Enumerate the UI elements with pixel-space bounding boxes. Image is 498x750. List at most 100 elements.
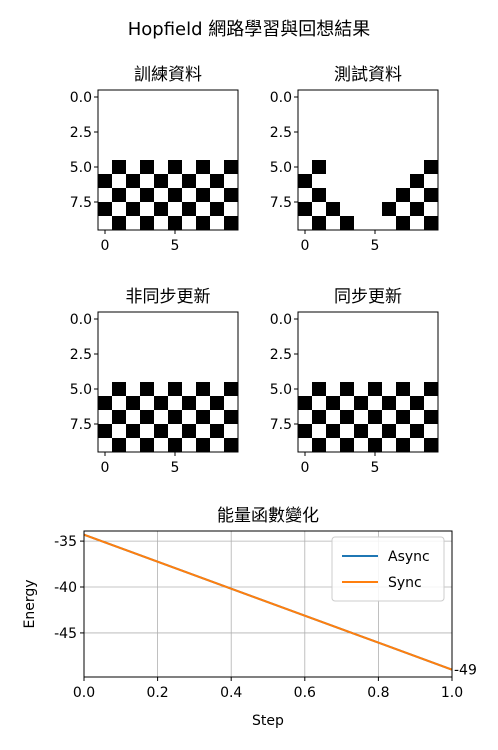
grid-cell xyxy=(140,410,154,424)
grid-cell xyxy=(410,396,424,410)
grid-cell xyxy=(154,174,168,188)
grid-y-tick-label: 7.5 xyxy=(270,417,292,433)
grid-frame xyxy=(97,311,239,453)
grid-cell xyxy=(396,410,410,424)
grid-cell xyxy=(298,424,312,438)
grid-y-tick-label: 2.5 xyxy=(70,125,92,141)
legend-label: Async xyxy=(388,549,430,565)
grid-y-tick-label: 7.5 xyxy=(70,417,92,433)
grid-cell xyxy=(182,424,196,438)
grid-title: 訓練資料 xyxy=(134,65,202,85)
grid-cell xyxy=(340,382,354,396)
chart-title: 能量函數變化 xyxy=(217,506,319,526)
grid-cell xyxy=(168,188,182,202)
grid-cell xyxy=(326,424,340,438)
grid-x-tick-label: 5 xyxy=(371,238,380,254)
grid-cell xyxy=(368,382,382,396)
y-tick-label: -35 xyxy=(54,534,77,550)
grid-x-tick-label: 5 xyxy=(371,460,380,476)
grid-cell xyxy=(298,396,312,410)
grid-cell xyxy=(224,382,238,396)
x-tick-label: 0.4 xyxy=(220,685,242,701)
grid-cell xyxy=(98,174,112,188)
grid-x-tick-label: 0 xyxy=(101,460,110,476)
grid-y-tick-label: 0.0 xyxy=(70,312,92,328)
grid-y-tick-label: 2.5 xyxy=(70,347,92,363)
grid-cell xyxy=(424,216,438,230)
x-tick-label: 0.0 xyxy=(73,685,95,701)
x-tick-label: 0.8 xyxy=(367,685,389,701)
grid-cell xyxy=(340,216,354,230)
grid-y-tick-label: 2.5 xyxy=(270,125,292,141)
grid-cell xyxy=(382,424,396,438)
grid-cell xyxy=(354,424,368,438)
y-tick-label: -40 xyxy=(54,580,77,596)
grid-cell xyxy=(168,410,182,424)
grid-cell xyxy=(140,382,154,396)
grid-title: 測試資料 xyxy=(334,65,402,85)
grid-title: 同步更新 xyxy=(334,287,402,307)
grid-cell xyxy=(210,424,224,438)
grid-cell xyxy=(312,438,326,452)
grid-cell xyxy=(224,216,238,230)
grid-cell xyxy=(98,424,112,438)
grid-x-tick-label: 0 xyxy=(301,238,310,254)
grid-cell xyxy=(140,438,154,452)
series-line-sync xyxy=(83,533,453,671)
energy-chart: 能量函數變化 0.0 0.2 0.4 0.6 0.8 1.0 -35 -40 -45 Step Ene… xyxy=(22,506,477,729)
grid-cell xyxy=(168,438,182,452)
grid-cell xyxy=(126,396,140,410)
grid-panel: 訓練資料 0.0 2.5 5.0 7.5 0 5 xyxy=(70,65,239,254)
grid-cell xyxy=(424,410,438,424)
grid-cell xyxy=(424,438,438,452)
grid-cell xyxy=(326,396,340,410)
grid-x-tick-label: 5 xyxy=(171,238,180,254)
grid-cell xyxy=(312,160,326,174)
grid-cell xyxy=(140,160,154,174)
grid-cell xyxy=(382,202,396,216)
grid-cell xyxy=(196,188,210,202)
end-value-annotation: -49 xyxy=(454,663,477,679)
grid-x-tick-label: 5 xyxy=(171,460,180,476)
grid-cell xyxy=(410,202,424,216)
grid-cell xyxy=(224,438,238,452)
grid-cell xyxy=(140,216,154,230)
grid-cell xyxy=(196,438,210,452)
grid-panel: 同步更新 0.0 2.5 5.0 7.5 0 5 xyxy=(270,287,439,476)
grid-cell xyxy=(182,202,196,216)
grid-cell xyxy=(98,202,112,216)
grid-cell xyxy=(210,174,224,188)
grid-cell xyxy=(312,188,326,202)
grid-cell xyxy=(196,382,210,396)
grid-y-tick-label: 7.5 xyxy=(70,195,92,211)
grid-cell xyxy=(340,410,354,424)
grid-cell xyxy=(382,396,396,410)
grid-cell xyxy=(98,396,112,410)
y-axis-label: Energy xyxy=(22,579,38,628)
grid-cell xyxy=(312,216,326,230)
grid-cell xyxy=(368,410,382,424)
grid-cell xyxy=(140,188,154,202)
x-tick-label: 0.6 xyxy=(294,685,316,701)
grid-x-tick-label: 0 xyxy=(101,238,110,254)
grid-cell xyxy=(112,188,126,202)
grid-y-tick-label: 5.0 xyxy=(270,160,292,176)
grid-cell xyxy=(312,382,326,396)
grid-cell xyxy=(298,202,312,216)
y-tick-label: -45 xyxy=(54,626,77,642)
grid-cell xyxy=(182,396,196,410)
grid-cell xyxy=(354,396,368,410)
grid-cell xyxy=(126,202,140,216)
grid-cell xyxy=(112,216,126,230)
grid-cell xyxy=(298,174,312,188)
grid-x-tick-label: 0 xyxy=(301,460,310,476)
grid-cell xyxy=(168,382,182,396)
grid-y-tick-label: 7.5 xyxy=(270,195,292,211)
grid-y-tick-label: 0.0 xyxy=(270,90,292,106)
grid-cell xyxy=(224,160,238,174)
grid-cell xyxy=(410,424,424,438)
grid-cell xyxy=(424,160,438,174)
figure-title: Hopfield 網路學習與回想結果 xyxy=(128,19,371,40)
